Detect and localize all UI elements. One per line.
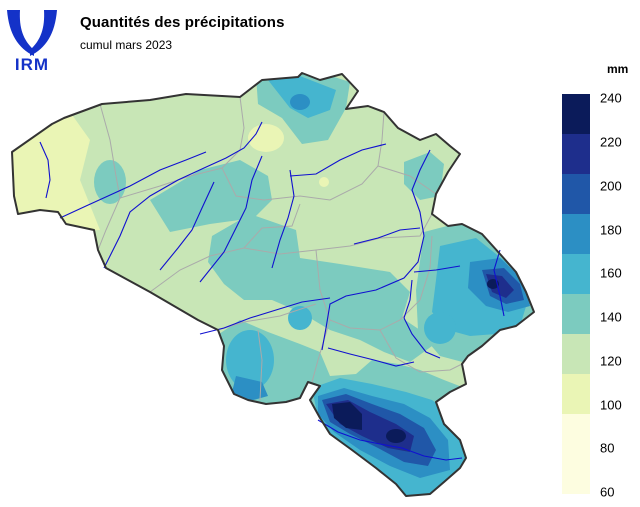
logo-emblem-right [30,10,57,56]
zone-80-100-antwerp [248,124,284,152]
river-lesse [327,347,415,367]
legend-tick-60: 60 [600,484,615,500]
legend-swatch-200-220 [562,134,590,174]
river-sambre [199,297,331,335]
legend-tick-220: 220 [600,134,622,150]
river-north-small [39,141,51,199]
zone-140-160-center [288,306,312,330]
legend-swatch-180-200 [562,174,590,214]
legend-colorbar [562,94,590,494]
river-dender [159,181,215,271]
legend-tick-200: 200 [600,178,622,194]
zone-160-180-north [290,94,310,110]
river-canal [353,227,421,245]
river-vesdre [413,265,461,273]
zone-120-140-central-west [150,160,272,232]
legend-tick-180: 180 [600,222,622,238]
belgium-border [11,72,535,497]
rivers [39,121,505,461]
river-scheldt [103,121,263,269]
legend-tick-140: 140 [600,309,622,325]
river-east [493,249,505,317]
zone-160-180-southwest-edge [232,376,268,402]
zone-80-100-center [319,177,329,187]
zone-120-140-east-north [404,152,444,200]
river-ourthe [403,279,441,359]
legend-swatch-80-100 [562,374,590,414]
legend-tick-80: 80 [600,440,615,456]
province-borders [97,96,463,401]
river-leie [59,151,207,219]
zone-140-160-east-small [424,312,456,344]
river-senne [199,155,263,283]
legend-swatch-160-180 [562,214,590,254]
precipitation-fill [12,73,534,496]
map-subtitle: cumul mars 2023 [80,38,173,52]
logo-emblem-left [7,10,34,56]
map-title: Quantités des précipitations [80,14,285,31]
zone-140-160-southwest [226,330,274,390]
legend-tick-240: 240 [600,90,622,106]
legend-tick-160: 160 [600,265,622,281]
legend-swatch-140-160 [562,254,590,294]
legend-unit: mm [607,62,629,76]
zone-120-140-west [94,160,126,204]
legend-swatch-120-140 [562,294,590,334]
river-meuse [321,149,431,351]
legend-swatch-60-80 [562,414,590,494]
logo-text: IRM [15,55,49,72]
legend-swatch-100-120 [562,334,590,374]
river-demer [289,143,387,177]
zone-220-240-south [332,402,362,430]
zone-220-240-south-east [386,429,406,443]
river-semois [317,419,463,461]
zone-220-240-east [487,279,499,289]
legend-tick-120: 120 [600,353,622,369]
river-dijle [271,169,295,269]
legend-swatch-220-240 [562,94,590,134]
legend-tick-100: 100 [600,397,622,413]
irm-logo: IRM [7,10,57,72]
